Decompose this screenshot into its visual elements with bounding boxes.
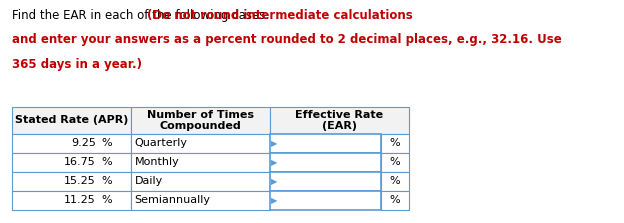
Text: %: % (101, 176, 112, 186)
Text: %: % (389, 138, 400, 148)
Text: 365 days in a year.): 365 days in a year.) (12, 58, 142, 71)
Text: %: % (101, 195, 112, 205)
Text: Daily: Daily (135, 176, 163, 186)
Text: (Do not round intermediate calculations: (Do not round intermediate calculations (147, 9, 413, 22)
Text: Effective Rate
(EAR): Effective Rate (EAR) (295, 110, 383, 131)
Text: %: % (389, 157, 400, 167)
Text: 15.25: 15.25 (64, 176, 95, 186)
Text: Stated Rate (APR): Stated Rate (APR) (15, 116, 129, 125)
Text: ▶: ▶ (271, 196, 278, 205)
Text: Number of Times
Compounded: Number of Times Compounded (147, 110, 254, 131)
Text: Find the EAR in each of the following cases.: Find the EAR in each of the following ca… (12, 9, 273, 22)
Text: 9.25: 9.25 (71, 138, 95, 148)
Text: Monthly: Monthly (135, 157, 179, 167)
Text: Semiannually: Semiannually (135, 195, 210, 205)
Text: %: % (101, 138, 112, 148)
Text: 11.25: 11.25 (64, 195, 95, 205)
Text: ▶: ▶ (271, 158, 278, 167)
Text: ▶: ▶ (271, 139, 278, 148)
Text: %: % (389, 195, 400, 205)
Text: %: % (101, 157, 112, 167)
Text: 16.75: 16.75 (64, 157, 95, 167)
Text: Quarterly: Quarterly (135, 138, 187, 148)
Text: %: % (389, 176, 400, 186)
Text: ▶: ▶ (271, 177, 278, 186)
Text: and enter your answers as a percent rounded to 2 decimal places, e.g., 32.16. Us: and enter your answers as a percent roun… (12, 33, 562, 46)
